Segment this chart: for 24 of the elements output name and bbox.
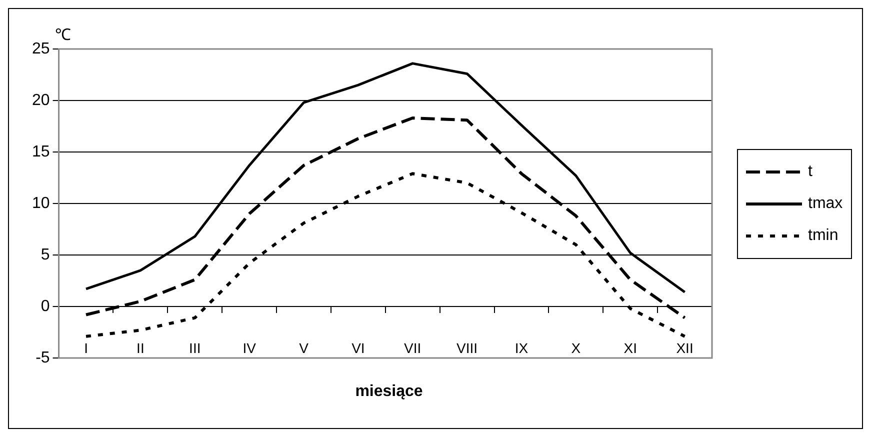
x-tick-label: IX — [514, 340, 529, 356]
y-tick-label: 10 — [32, 194, 50, 212]
x-tick-label: III — [189, 340, 201, 356]
x-tick-label: VIII — [456, 340, 478, 356]
y-tick-label: 15 — [32, 143, 50, 160]
x-tick-label: I — [84, 340, 88, 356]
legend-label: t — [808, 163, 812, 181]
x-tick-label: VII — [404, 340, 422, 356]
x-tick-label: V — [299, 340, 310, 356]
y-tick-label: 0 — [40, 298, 50, 315]
legend-label: tmax — [808, 195, 843, 213]
y-tick-label: 25 — [32, 40, 50, 58]
y-tick-label: 5 — [40, 246, 50, 264]
x-tick-label: IV — [242, 340, 257, 356]
y-axis-title: ℃ — [55, 26, 71, 45]
x-tick-label: XI — [624, 340, 637, 356]
x-tick-label: II — [136, 340, 144, 356]
x-tick-label: X — [571, 340, 582, 356]
y-tick-label: -5 — [36, 349, 50, 366]
y-tick-label: 20 — [32, 92, 50, 109]
x-tick-label: XII — [676, 340, 694, 356]
legend-label: tmin — [808, 227, 838, 245]
x-axis-title: miesiące — [354, 383, 424, 401]
x-tick-label: VI — [352, 340, 365, 356]
